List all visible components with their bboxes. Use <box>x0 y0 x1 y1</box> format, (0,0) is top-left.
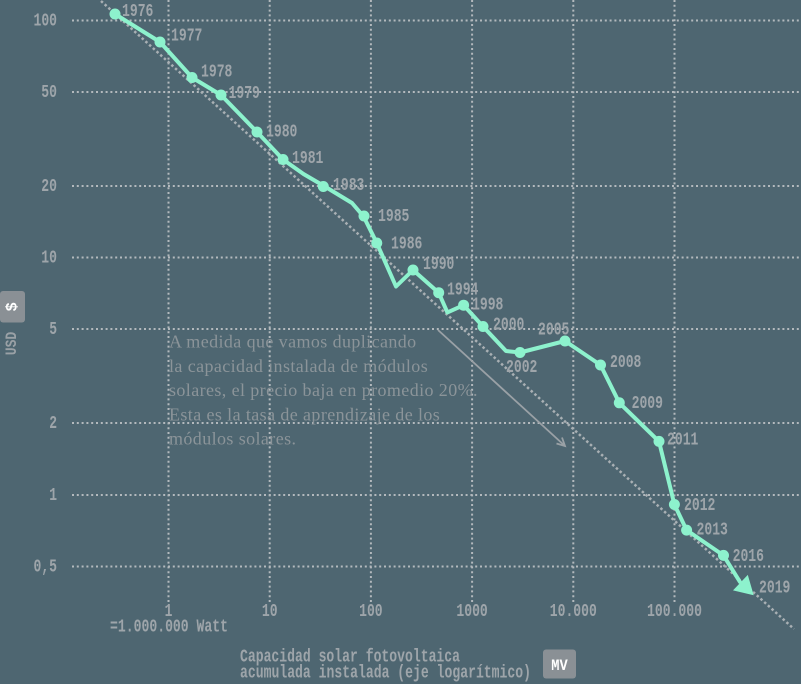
svg-text:2008: 2008 <box>610 353 641 373</box>
svg-text:2019: 2019 <box>759 578 790 598</box>
svg-text:10.000: 10.000 <box>550 602 597 622</box>
svg-text:1986: 1986 <box>391 235 422 255</box>
svg-text:20: 20 <box>41 177 57 197</box>
svg-text:1976: 1976 <box>122 2 153 22</box>
svg-text:1978: 1978 <box>201 62 232 82</box>
svg-text:2016: 2016 <box>733 547 764 567</box>
svg-text:Esta es la tasa de aprendizaje: Esta es la tasa de aprendizaje de los <box>169 404 440 424</box>
svg-text:$: $ <box>4 302 22 311</box>
svg-text:1: 1 <box>165 602 173 622</box>
svg-text:1000: 1000 <box>456 602 487 622</box>
svg-text:5: 5 <box>49 320 57 340</box>
svg-text:50: 50 <box>41 83 57 103</box>
svg-text:USD: USD <box>3 332 21 356</box>
svg-text:1983: 1983 <box>333 176 364 196</box>
svg-text:2012: 2012 <box>684 496 715 516</box>
svg-text:1985: 1985 <box>378 207 409 227</box>
svg-text:100.000: 100.000 <box>647 602 702 622</box>
svg-text:1979: 1979 <box>229 84 260 104</box>
svg-text:1998: 1998 <box>472 296 503 316</box>
svg-text:módulos solares.: módulos solares. <box>169 429 296 449</box>
svg-text:1: 1 <box>49 486 57 506</box>
svg-text:2002: 2002 <box>506 358 537 378</box>
svg-text:100: 100 <box>359 602 383 622</box>
svg-text:solares, el precio baja en pro: solares, el precio baja en promedio 20%. <box>169 380 478 400</box>
svg-text:2013: 2013 <box>697 521 728 541</box>
svg-text:la capacidad instalada de módu: la capacidad instalada de módulos <box>169 356 428 376</box>
svg-text:100: 100 <box>34 12 58 32</box>
svg-text:acumulada instalada (eje logar: acumulada instalada (eje logarítmico) <box>240 664 531 684</box>
svg-text:0,5: 0,5 <box>34 558 58 578</box>
svg-text:MV: MV <box>551 657 568 675</box>
svg-text:2005: 2005 <box>538 320 569 340</box>
svg-text:=1.000.000 Watt: =1.000.000 Watt <box>110 618 228 638</box>
svg-text:10: 10 <box>262 602 278 622</box>
svg-text:1990: 1990 <box>423 255 454 275</box>
svg-text:2000: 2000 <box>493 316 524 336</box>
svg-text:1994: 1994 <box>447 281 479 301</box>
svg-text:2009: 2009 <box>632 394 663 414</box>
svg-text:1977: 1977 <box>171 27 202 47</box>
svg-text:2011: 2011 <box>667 431 699 451</box>
svg-text:1980: 1980 <box>266 123 297 143</box>
svg-text:1981: 1981 <box>292 149 324 169</box>
svg-text:Capacidad solar fotovoltaica: Capacidad solar fotovoltaica <box>240 648 460 668</box>
svg-text:10: 10 <box>41 249 57 269</box>
svg-text:A medida que vamos duplicando: A medida que vamos duplicando <box>169 332 417 352</box>
svg-text:2: 2 <box>49 414 57 434</box>
